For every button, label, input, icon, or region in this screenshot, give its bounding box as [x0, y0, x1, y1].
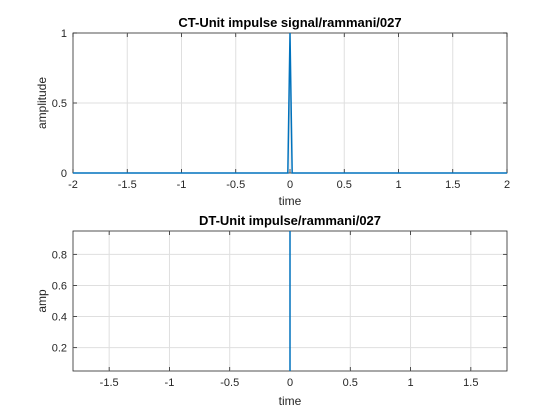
y-tick-label: 0.5 [52, 98, 67, 110]
y-tick-label: 0.6 [52, 280, 67, 292]
x-tick-label: 2 [504, 179, 510, 191]
series-line [73, 32, 507, 174]
x-tick-label: 0.5 [343, 377, 358, 389]
x-tick-label: 0.5 [337, 179, 352, 191]
chart-title: CT-Unit impulse signal/rammani/027 [178, 15, 401, 30]
y-tick-label: 0.8 [52, 249, 67, 261]
x-axis-label: time [279, 194, 302, 208]
x-tick-label: 1 [407, 377, 413, 389]
x-axis-label: time [279, 394, 302, 408]
x-tick-label: 1.5 [463, 377, 478, 389]
plot-dt-impulse: DT-Unit impulse/rammani/027 -1.5 -1 -0.5 0 0… [35, 213, 508, 408]
x-tick-label: 1 [395, 179, 401, 191]
axis-ticks: -1.5 -1 -0.5 0 0.5 1 1.5 0.2 0.4 0.6 0.8 [52, 231, 507, 389]
x-tick-label: -0.5 [226, 179, 245, 191]
chart-title: DT-Unit impulse/rammani/027 [199, 213, 381, 228]
plot-ct-impulse: CT-Unit impulse signal/rammani/027 -2 -1.… [35, 15, 510, 208]
x-tick-label: -2 [68, 179, 78, 191]
grid [73, 33, 507, 173]
y-tick-label: 0.4 [52, 312, 67, 324]
axis-ticks: -2 -1.5 -1 -0.5 0 0.5 1 1.5 2 0 0.5 1 [52, 28, 510, 191]
x-tick-label: 0 [287, 179, 293, 191]
x-tick-label: 1.5 [445, 179, 460, 191]
x-tick-label: -0.5 [220, 377, 239, 389]
x-tick-label: -1 [177, 179, 187, 191]
y-tick-label: 0.2 [52, 343, 67, 355]
x-tick-label: -1 [165, 377, 175, 389]
series-layer [73, 32, 507, 174]
x-tick-label: 0 [287, 377, 293, 389]
y-axis-label: amplitude [35, 77, 49, 129]
x-tick-label: -1.5 [118, 179, 137, 191]
y-tick-label: 1 [61, 28, 67, 40]
y-axis-label: amp [35, 289, 49, 313]
y-tick-label: 0 [61, 168, 67, 180]
x-tick-label: -1.5 [100, 377, 119, 389]
